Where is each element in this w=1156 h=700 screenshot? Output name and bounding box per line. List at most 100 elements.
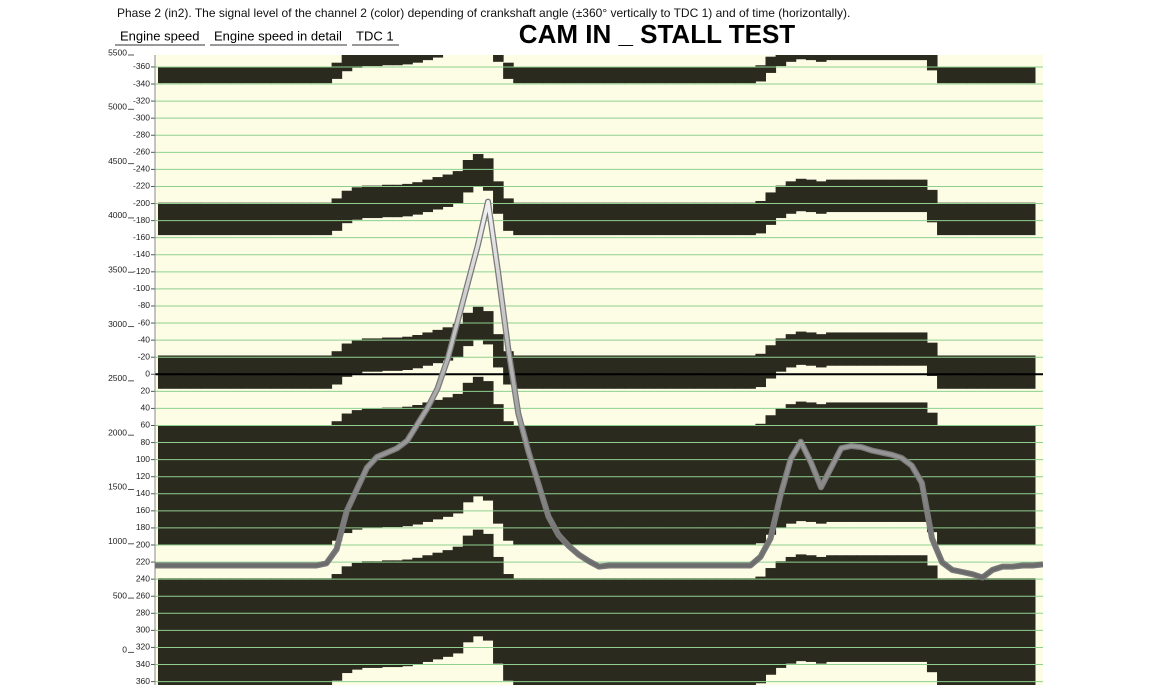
signal-band xyxy=(563,578,575,685)
signal-band xyxy=(160,66,171,84)
signal-band xyxy=(916,402,928,522)
signal-band xyxy=(281,578,292,685)
series xyxy=(155,198,1043,581)
signal-band xyxy=(765,192,777,225)
signal-band xyxy=(967,202,978,236)
signal-band xyxy=(220,202,232,236)
signal-band xyxy=(624,355,635,389)
signal-band xyxy=(795,178,807,212)
signal-band xyxy=(1007,202,1019,236)
y-tick-label: 1000 xyxy=(108,536,127,546)
signal-band xyxy=(180,66,191,84)
signal-band xyxy=(462,160,474,193)
signal-band xyxy=(483,23,494,39)
y-tick-label: 5500 xyxy=(108,47,127,57)
signal-band xyxy=(745,66,756,84)
signal-band xyxy=(200,425,211,545)
signal-band xyxy=(826,555,837,662)
y-tick-label: 2500 xyxy=(108,373,127,383)
tab[interactable] xyxy=(352,28,399,45)
signal-band xyxy=(583,66,595,84)
signal-band xyxy=(230,425,242,545)
signal-band xyxy=(715,202,726,236)
signal-band xyxy=(533,355,544,389)
signal-band xyxy=(725,425,736,545)
tab-label[interactable]: TDC 1 xyxy=(356,28,394,43)
engine-speed-line-highlight xyxy=(155,199,1043,580)
signal-band xyxy=(614,355,625,389)
signal-band xyxy=(654,66,666,84)
signal-band xyxy=(987,355,999,389)
signal-band xyxy=(977,66,988,84)
signal-band xyxy=(573,202,585,236)
signal-band xyxy=(200,578,211,685)
signal-band xyxy=(947,202,958,236)
y2-tick-label: 260 xyxy=(136,590,150,600)
signal-band xyxy=(210,578,222,685)
tab-label[interactable]: Engine speed xyxy=(120,28,200,43)
signal-band xyxy=(664,578,676,685)
signal-band xyxy=(190,66,201,84)
y-tick-label: 0 xyxy=(122,645,127,655)
signal-band xyxy=(200,202,211,236)
signal-band xyxy=(634,425,645,545)
signal-band xyxy=(160,578,171,685)
signal-band xyxy=(836,555,847,662)
signal-band xyxy=(533,66,544,84)
signal-band xyxy=(785,55,797,62)
signal-band xyxy=(957,578,968,685)
signal-band xyxy=(311,66,322,84)
signal-band xyxy=(341,413,353,534)
signal-band xyxy=(442,550,454,657)
signal-band xyxy=(704,425,716,545)
signal-band xyxy=(1017,202,1029,236)
tab-label[interactable]: Engine speed in detail xyxy=(214,28,342,43)
signal-band xyxy=(674,66,686,84)
signal-band xyxy=(543,202,555,236)
signal-band xyxy=(392,184,403,218)
signal-band xyxy=(412,335,423,369)
signal-band xyxy=(301,202,312,236)
tab[interactable] xyxy=(115,28,205,45)
signal-band xyxy=(230,202,242,236)
signal-band xyxy=(664,66,676,84)
tab[interactable] xyxy=(210,28,347,45)
signal-band xyxy=(361,561,373,668)
signal-band xyxy=(220,425,232,545)
signal-band xyxy=(553,425,565,545)
signal-band xyxy=(745,425,756,545)
signal-band xyxy=(563,425,575,545)
signal-band xyxy=(321,355,333,389)
signal-band xyxy=(321,425,333,545)
signal-band xyxy=(765,345,777,379)
signal-band xyxy=(997,578,1009,685)
signal-band xyxy=(392,407,403,528)
signal-band xyxy=(836,179,847,213)
signal-band xyxy=(876,332,888,366)
signal-band xyxy=(614,202,625,236)
signal-band xyxy=(694,578,706,685)
signal-band xyxy=(1007,578,1019,685)
y2-tick-label: -340 xyxy=(133,78,150,88)
signal-band xyxy=(593,578,605,685)
y2-tick-label: 120 xyxy=(136,471,150,481)
signal-band xyxy=(745,578,756,685)
signal-band xyxy=(523,355,534,389)
signal-band xyxy=(826,332,837,366)
signal-band xyxy=(785,181,797,214)
signal-band xyxy=(482,311,494,345)
signal-band xyxy=(624,425,635,545)
signal-band xyxy=(624,66,635,84)
signal-band xyxy=(593,425,605,545)
signal-band xyxy=(271,425,282,545)
signal-band xyxy=(876,179,888,213)
y2-tick-label: -40 xyxy=(138,334,151,344)
signal-band xyxy=(947,425,958,545)
signal-band xyxy=(795,401,807,522)
signal-band xyxy=(382,184,393,218)
signal-band xyxy=(462,535,474,643)
signal-band xyxy=(856,555,867,662)
signal-band xyxy=(725,66,736,84)
signal-band xyxy=(856,55,867,61)
signal-band xyxy=(664,425,676,545)
